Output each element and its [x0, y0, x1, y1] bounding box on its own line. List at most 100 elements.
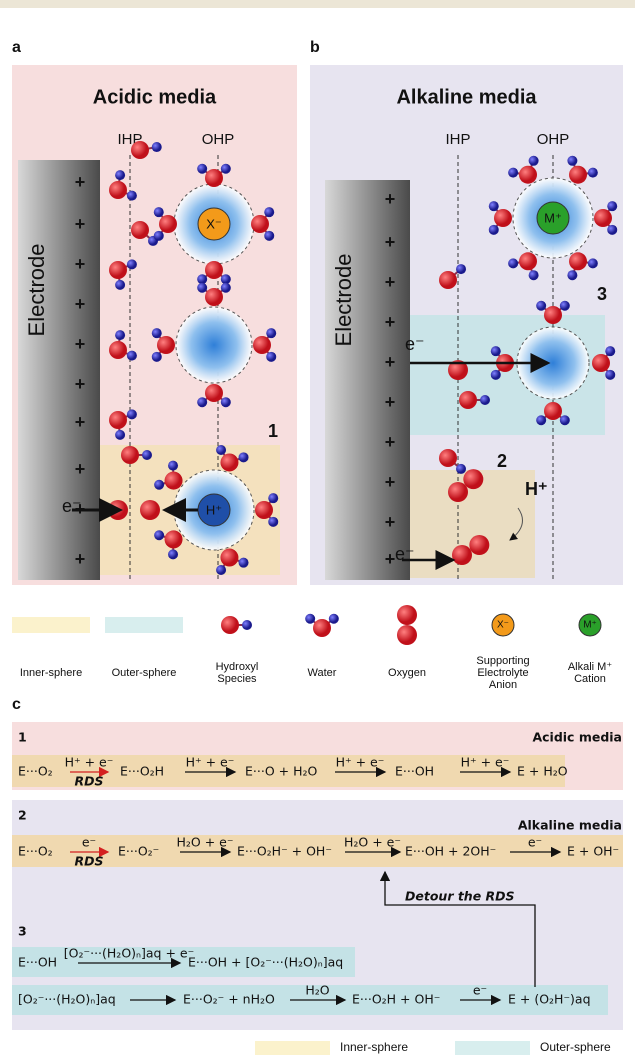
legend-label: Water	[308, 667, 337, 679]
oxygen-atom	[164, 530, 183, 549]
legend-icon	[578, 613, 602, 637]
hydrogen-atom	[264, 230, 275, 241]
electron: e⁻	[405, 334, 425, 354]
hydrogen-atom	[266, 351, 277, 362]
legend-label: Outer-sphere	[112, 667, 177, 679]
hydrogen-atom	[490, 369, 501, 380]
panel-label: b	[310, 39, 320, 56]
hydrogen-atom	[536, 300, 547, 311]
rds-label: RDS	[74, 854, 103, 869]
hydrogen-atom	[480, 395, 490, 405]
legend-label: Supporting	[476, 655, 529, 667]
hydrogen-atom	[115, 330, 126, 341]
hydrogen-atom	[528, 155, 539, 166]
legend-label: Hydroxyl	[216, 661, 259, 673]
oxygen-atom	[121, 446, 139, 464]
hydrogen-atom	[115, 429, 126, 440]
oxygen-atom	[220, 548, 239, 567]
hydrogen-atom	[151, 142, 162, 153]
row-number: 2	[18, 808, 27, 823]
charge: +	[75, 549, 86, 569]
hydrogen-atom	[264, 207, 275, 218]
hydrogen-atom	[508, 167, 519, 178]
hydrogen-atom	[268, 493, 279, 504]
oxygen-atom	[544, 402, 562, 420]
oxygen-atom	[569, 165, 587, 184]
hydrogen-atom	[115, 170, 126, 181]
row-media: Acidic media	[532, 730, 622, 745]
proton: H⁺	[525, 479, 548, 499]
charge: +	[385, 512, 396, 532]
species: E···OH	[395, 764, 434, 779]
electrode-label: Electrode	[24, 244, 49, 337]
hydrogen-atom	[559, 300, 570, 311]
hydrogen-atom	[587, 258, 598, 269]
arrow-label: H⁺ + e⁻	[336, 755, 385, 770]
legend-label: Anion	[489, 679, 517, 691]
species: E···O₂H⁻ + OH⁻	[237, 844, 332, 859]
hydrogen-atom	[197, 274, 208, 285]
oxygen-atom	[594, 209, 612, 227]
hydrogen-atom	[456, 463, 467, 474]
species: E + OH⁻	[567, 844, 619, 859]
oxygen-atom	[205, 288, 223, 306]
plane-label: OHP	[537, 131, 570, 148]
hydrogen-atom	[536, 415, 547, 426]
legend-label: Outer-sphere	[540, 1040, 611, 1054]
plane-label: IHP	[445, 131, 470, 148]
ion-label: X⁻	[206, 216, 222, 231]
hydrogen-atom	[115, 279, 126, 290]
oxygen-atom	[109, 411, 127, 429]
arrow-label: H⁺ + e⁻	[461, 755, 510, 770]
arrow-label: H₂O + e⁻	[177, 835, 234, 850]
oxygen-atom	[253, 336, 271, 354]
legend-label: Oxygen	[388, 667, 426, 679]
charge: +	[385, 432, 396, 452]
legend-label: Inner-sphere	[20, 667, 82, 679]
species: [O₂⁻···(H₂O)ₙ]aq	[18, 992, 116, 1007]
hydrogen-atom	[197, 282, 208, 293]
hydrogen-atom	[154, 530, 165, 541]
site-number: 3	[597, 284, 607, 304]
hydrogen-atom	[490, 346, 501, 357]
oxygen-atom	[205, 261, 223, 279]
panel-title: Alkaline media	[396, 86, 537, 108]
hydrogen-atom	[242, 620, 252, 630]
charge: +	[385, 392, 396, 412]
hydrogen-atom	[567, 270, 578, 281]
hydrogen-atom	[216, 445, 227, 456]
panel-title: Acidic media	[93, 86, 217, 108]
solvation-glow	[175, 306, 253, 384]
icon-label: M⁺	[583, 620, 597, 631]
arrow-label: e⁻	[528, 835, 542, 850]
charge: +	[385, 549, 396, 569]
oxygen-atom	[439, 449, 457, 467]
hydrogen-atom	[605, 346, 616, 357]
oxygen-atom	[140, 500, 160, 520]
hydrogen-atom	[266, 328, 277, 339]
oxygen-atom	[519, 252, 537, 271]
panel-label: a	[12, 39, 21, 56]
hydrogen-atom	[508, 258, 519, 269]
electron: e⁻	[62, 496, 82, 516]
charge: +	[75, 334, 86, 354]
legend-label: Alkali M⁺	[568, 661, 613, 673]
legend-swatch	[455, 1041, 530, 1055]
oxygen-atom	[544, 306, 562, 324]
hydrogen-atom	[126, 259, 137, 270]
oxygen-atom	[109, 341, 127, 359]
hydrogen-atom	[151, 351, 162, 362]
hydrogen-atom	[168, 460, 179, 471]
charge: +	[385, 232, 396, 252]
oxygen-atom	[131, 141, 149, 159]
charge: +	[385, 312, 396, 332]
oxygen-atom	[439, 271, 457, 289]
charge: +	[385, 352, 396, 372]
species: E···O + H₂O	[245, 764, 317, 779]
species: E + (O₂H⁻)aq	[508, 992, 591, 1007]
oxygen-atom	[313, 619, 331, 637]
species: E···O₂H + OH⁻	[352, 992, 440, 1007]
oxygen-atom	[220, 453, 239, 472]
oxygen-atom	[569, 252, 587, 271]
